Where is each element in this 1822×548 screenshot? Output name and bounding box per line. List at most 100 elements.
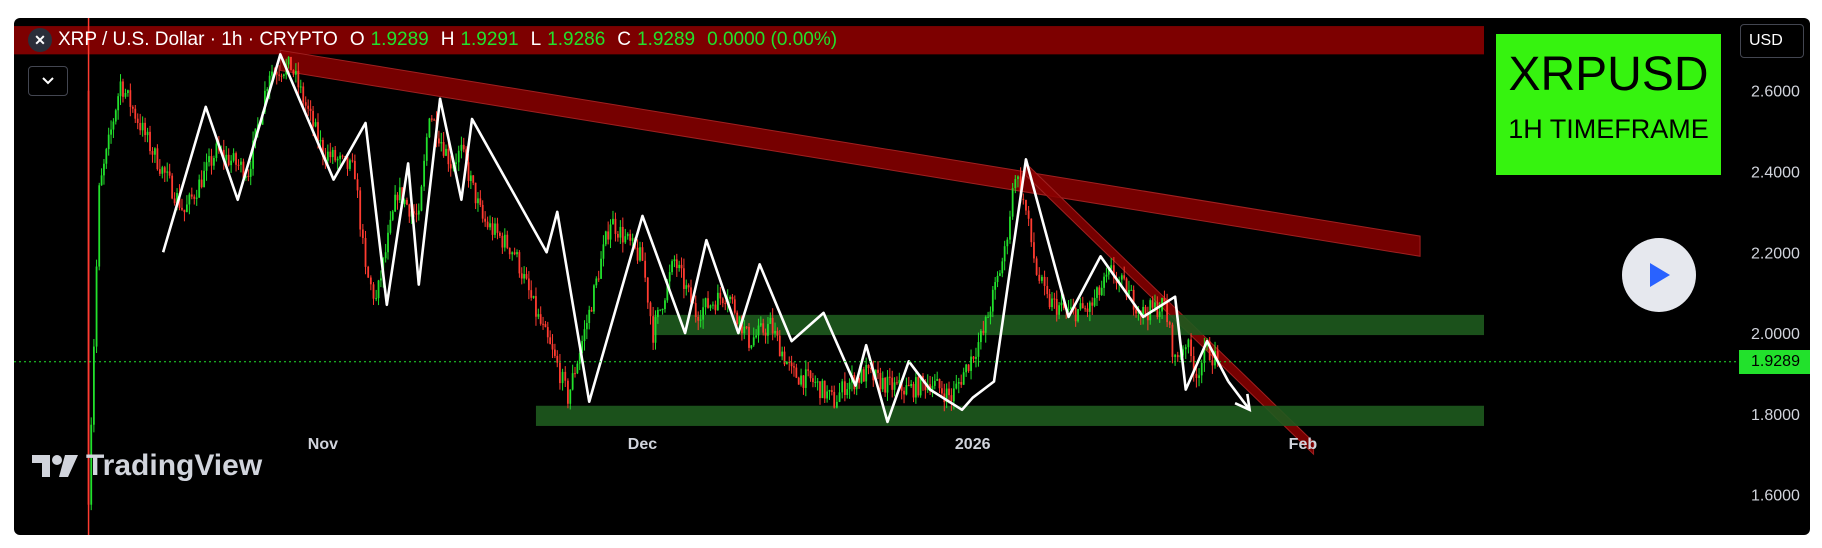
candle-body xyxy=(181,207,183,210)
candle-body xyxy=(312,110,314,127)
y-tick-label: 1.8000 xyxy=(1751,407,1800,424)
candle-body xyxy=(1055,298,1058,315)
candle-body xyxy=(107,134,110,150)
high-label: H xyxy=(440,29,455,50)
candle-body xyxy=(457,150,460,163)
candle-body xyxy=(641,247,644,261)
candle-body xyxy=(1156,302,1159,317)
candle-body xyxy=(619,226,622,238)
candle-body xyxy=(339,155,342,159)
candle-body xyxy=(833,391,836,408)
candle-body xyxy=(163,167,166,173)
low-value: 1.9286 xyxy=(547,29,606,50)
candle-body xyxy=(428,118,431,138)
candle-body xyxy=(225,154,228,160)
candle-body xyxy=(1179,355,1182,358)
candle-body xyxy=(1211,360,1214,366)
candle-body xyxy=(271,71,273,76)
candle-body xyxy=(1149,300,1152,321)
candle-body xyxy=(442,142,445,156)
candle-body xyxy=(636,247,639,261)
candle-body xyxy=(1084,308,1087,310)
currency-button[interactable]: USD xyxy=(1740,24,1804,58)
candle-body xyxy=(903,390,905,395)
candle-body xyxy=(1171,324,1174,357)
candle-body xyxy=(629,233,632,241)
candle-body xyxy=(124,93,127,97)
candle-body xyxy=(384,252,387,259)
candle-body xyxy=(785,362,788,365)
candle-body xyxy=(750,345,753,348)
candle-body xyxy=(440,142,443,144)
candle-body xyxy=(1014,179,1017,189)
candle-body xyxy=(282,74,285,76)
candle-body xyxy=(499,232,501,236)
candle-body xyxy=(205,162,208,171)
candle-body xyxy=(1009,216,1011,240)
candle-body xyxy=(1105,274,1108,277)
y-tick-label: 2.6000 xyxy=(1751,84,1800,101)
candle-body xyxy=(100,175,103,186)
candle-body xyxy=(910,384,913,387)
candle-body xyxy=(278,74,281,76)
candle-body xyxy=(733,299,736,313)
candle-body xyxy=(331,149,334,158)
candle-body xyxy=(762,323,765,333)
candle-body xyxy=(307,105,310,109)
candle-body xyxy=(351,160,354,162)
candle-body xyxy=(1053,298,1056,300)
candle-body xyxy=(168,171,171,176)
candle-body xyxy=(1093,297,1096,306)
candle-body xyxy=(759,323,762,326)
badge-symbol: XRPUSD xyxy=(1508,48,1709,101)
candle-body xyxy=(884,377,887,393)
candle-body xyxy=(860,369,863,383)
play-button[interactable] xyxy=(1622,238,1696,312)
candle-body xyxy=(359,190,362,230)
candle-body xyxy=(826,391,829,399)
candle-body xyxy=(614,218,617,234)
candle-body xyxy=(1198,375,1200,378)
candle-body xyxy=(506,234,509,248)
candle-body xyxy=(1208,341,1211,361)
candle-body xyxy=(134,108,137,119)
candle-body xyxy=(146,131,149,136)
tradingview-logo[interactable]: TradingView xyxy=(32,446,262,486)
symbol-title[interactable]: XRP / U.S. Dollar · 1h · CRYPTO xyxy=(58,29,338,50)
price-chart[interactable]: 1.6000 1.8000 2.0000 2.2000 2.4000 2.6000 Nov D… xyxy=(14,18,1810,535)
badge-timeframe: 1H TIMEFRAME xyxy=(1508,114,1709,144)
candle-body xyxy=(769,317,772,324)
candle-body xyxy=(195,197,198,199)
candle-body xyxy=(329,151,332,158)
candle-body xyxy=(235,153,237,165)
candle-body xyxy=(588,309,591,324)
candle-body xyxy=(578,353,581,364)
candle-body xyxy=(1110,265,1113,269)
candle-body xyxy=(597,278,600,280)
candle-body xyxy=(544,324,547,328)
collapse-legend-button[interactable] xyxy=(28,66,68,96)
candle-body xyxy=(1135,309,1137,314)
candle-body xyxy=(668,272,671,282)
candle-body xyxy=(984,316,987,333)
candle-body xyxy=(776,330,779,336)
candle-body xyxy=(294,70,297,75)
candle-body xyxy=(1146,314,1149,321)
candle-body xyxy=(449,164,452,169)
candle-body xyxy=(530,290,533,298)
candle-body xyxy=(227,154,230,166)
candle-body xyxy=(1079,303,1082,310)
close-icon[interactable]: ✕ xyxy=(28,28,52,52)
candle-body xyxy=(1038,274,1041,281)
candle-body xyxy=(501,235,504,248)
candle-body xyxy=(520,273,523,279)
candle-body xyxy=(1011,188,1014,217)
candle-body xyxy=(683,268,685,289)
candle-body xyxy=(1027,210,1030,219)
candle-body xyxy=(858,378,860,383)
candle-body xyxy=(609,224,612,240)
candle-body xyxy=(1030,218,1033,243)
candle-body xyxy=(479,198,482,205)
candle-body xyxy=(1022,198,1025,200)
candle-body xyxy=(624,236,627,243)
